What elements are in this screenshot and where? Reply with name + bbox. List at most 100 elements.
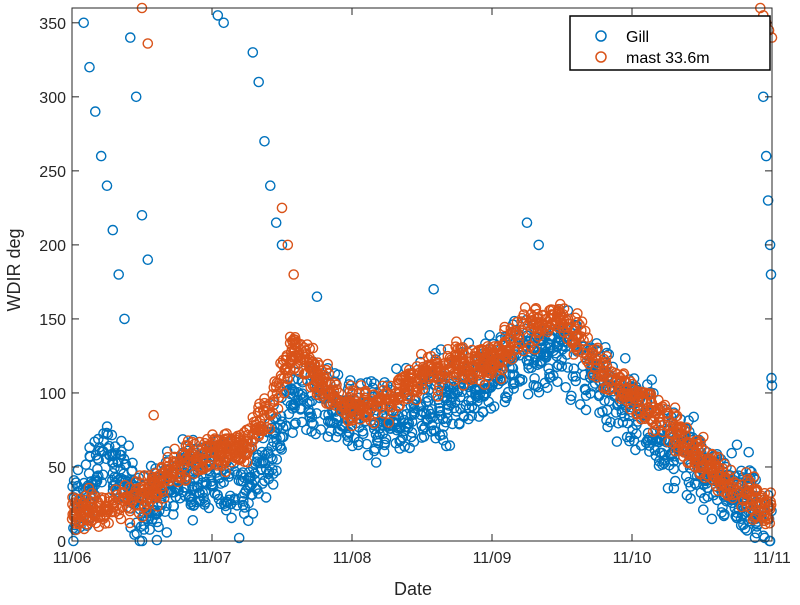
data-point: [384, 419, 396, 430]
data-point: [731, 478, 742, 490]
data-point: [142, 254, 154, 266]
x-axis-label: Date: [394, 579, 432, 599]
data-point: [216, 460, 228, 472]
data-point: [581, 348, 592, 360]
y-tick-label: 350: [39, 16, 66, 33]
data-point: [668, 456, 680, 467]
data-point: [404, 442, 416, 454]
data-point: [661, 408, 673, 420]
data-point: [392, 374, 404, 386]
data-point: [670, 475, 681, 487]
data-point: [130, 483, 142, 495]
data-point: [109, 441, 121, 452]
data-point: [172, 460, 184, 472]
data-point: [194, 487, 206, 499]
data-point: [286, 335, 298, 347]
data-point: [282, 239, 294, 251]
data-point: [97, 469, 109, 481]
data-point: [417, 366, 429, 378]
legend: Gill mast 33.6m: [569, 15, 771, 71]
data-point: [124, 505, 136, 517]
data-point: [499, 336, 511, 348]
data-point: [740, 484, 752, 496]
data-point: [370, 407, 382, 419]
data-point: [325, 425, 337, 437]
y-tick-label: 50: [48, 460, 66, 477]
data-point: [210, 434, 222, 446]
data-point: [526, 362, 537, 374]
data-point: [406, 427, 418, 438]
data-point: [625, 431, 636, 443]
data-point: [269, 376, 280, 387]
data-point: [641, 435, 653, 446]
data-point: [199, 499, 210, 510]
data-point: [522, 343, 534, 354]
data-point: [109, 462, 120, 474]
data-point: [320, 376, 332, 388]
data-point: [738, 519, 749, 531]
data-point: [508, 383, 520, 394]
data-point: [247, 47, 259, 58]
data-point: [282, 373, 294, 385]
data-point: [283, 408, 295, 420]
data-point: [220, 443, 232, 455]
data-point: [378, 408, 389, 419]
data-point: [750, 511, 762, 523]
data-point: [509, 378, 521, 389]
data-point: [602, 372, 614, 384]
data-point: [138, 470, 150, 481]
data-point: [521, 217, 533, 228]
data-point: [233, 532, 245, 544]
data-point: [248, 416, 260, 428]
data-point: [612, 374, 623, 386]
data-point: [143, 470, 155, 481]
data-point: [463, 381, 474, 393]
data-point: [525, 340, 536, 352]
data-point: [262, 448, 274, 459]
data-point: [522, 388, 534, 400]
data-point: [590, 363, 601, 375]
data-point: [107, 224, 119, 236]
data-point: [180, 490, 191, 502]
data-point: [113, 269, 124, 280]
data-point: [423, 373, 435, 385]
data-point: [614, 371, 625, 383]
data-point: [127, 465, 138, 477]
data-point: [430, 432, 442, 444]
data-point: [668, 408, 680, 420]
y-tick-label: 0: [57, 534, 66, 551]
data-point: [209, 433, 221, 444]
data-point: [124, 517, 136, 529]
data-point: [432, 357, 443, 369]
data-point: [264, 180, 276, 191]
data-point: [249, 468, 260, 480]
data-point: [425, 412, 436, 423]
data-point: [451, 350, 463, 362]
data-point: [301, 424, 312, 436]
data-point: [432, 391, 444, 402]
data-point: [148, 409, 159, 421]
data-point: [519, 302, 531, 313]
data-point: [551, 361, 563, 373]
data-point: [469, 383, 481, 395]
data-point: [457, 380, 469, 391]
data-point: [143, 482, 155, 494]
data-point: [488, 347, 499, 359]
data-point: [374, 395, 386, 407]
data-point: [187, 481, 198, 492]
data-point: [753, 496, 764, 508]
data-point: [99, 518, 111, 529]
data-point: [344, 375, 356, 386]
data-point: [598, 382, 610, 394]
data-point: [444, 440, 456, 451]
data-point: [229, 494, 241, 506]
data-point: [725, 464, 737, 476]
data-point: [728, 489, 739, 501]
data-point: [726, 447, 738, 459]
data-point: [236, 491, 248, 503]
data-point: [415, 348, 427, 360]
data-point: [463, 365, 474, 377]
data-point: [759, 487, 771, 499]
data-point: [695, 443, 707, 454]
